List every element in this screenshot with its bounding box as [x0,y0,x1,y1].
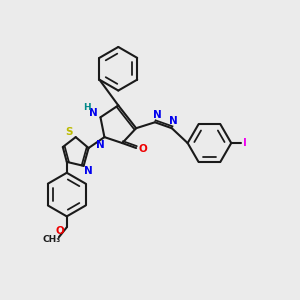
Text: O: O [56,226,64,236]
Text: S: S [65,127,73,137]
Text: N: N [153,110,161,120]
Text: N: N [169,116,178,126]
Text: N: N [84,166,93,176]
Text: I: I [243,138,247,148]
Text: N: N [89,108,98,118]
Text: CH₃: CH₃ [43,235,61,244]
Text: N: N [96,140,105,150]
Text: H: H [83,103,90,112]
Text: O: O [139,144,147,154]
